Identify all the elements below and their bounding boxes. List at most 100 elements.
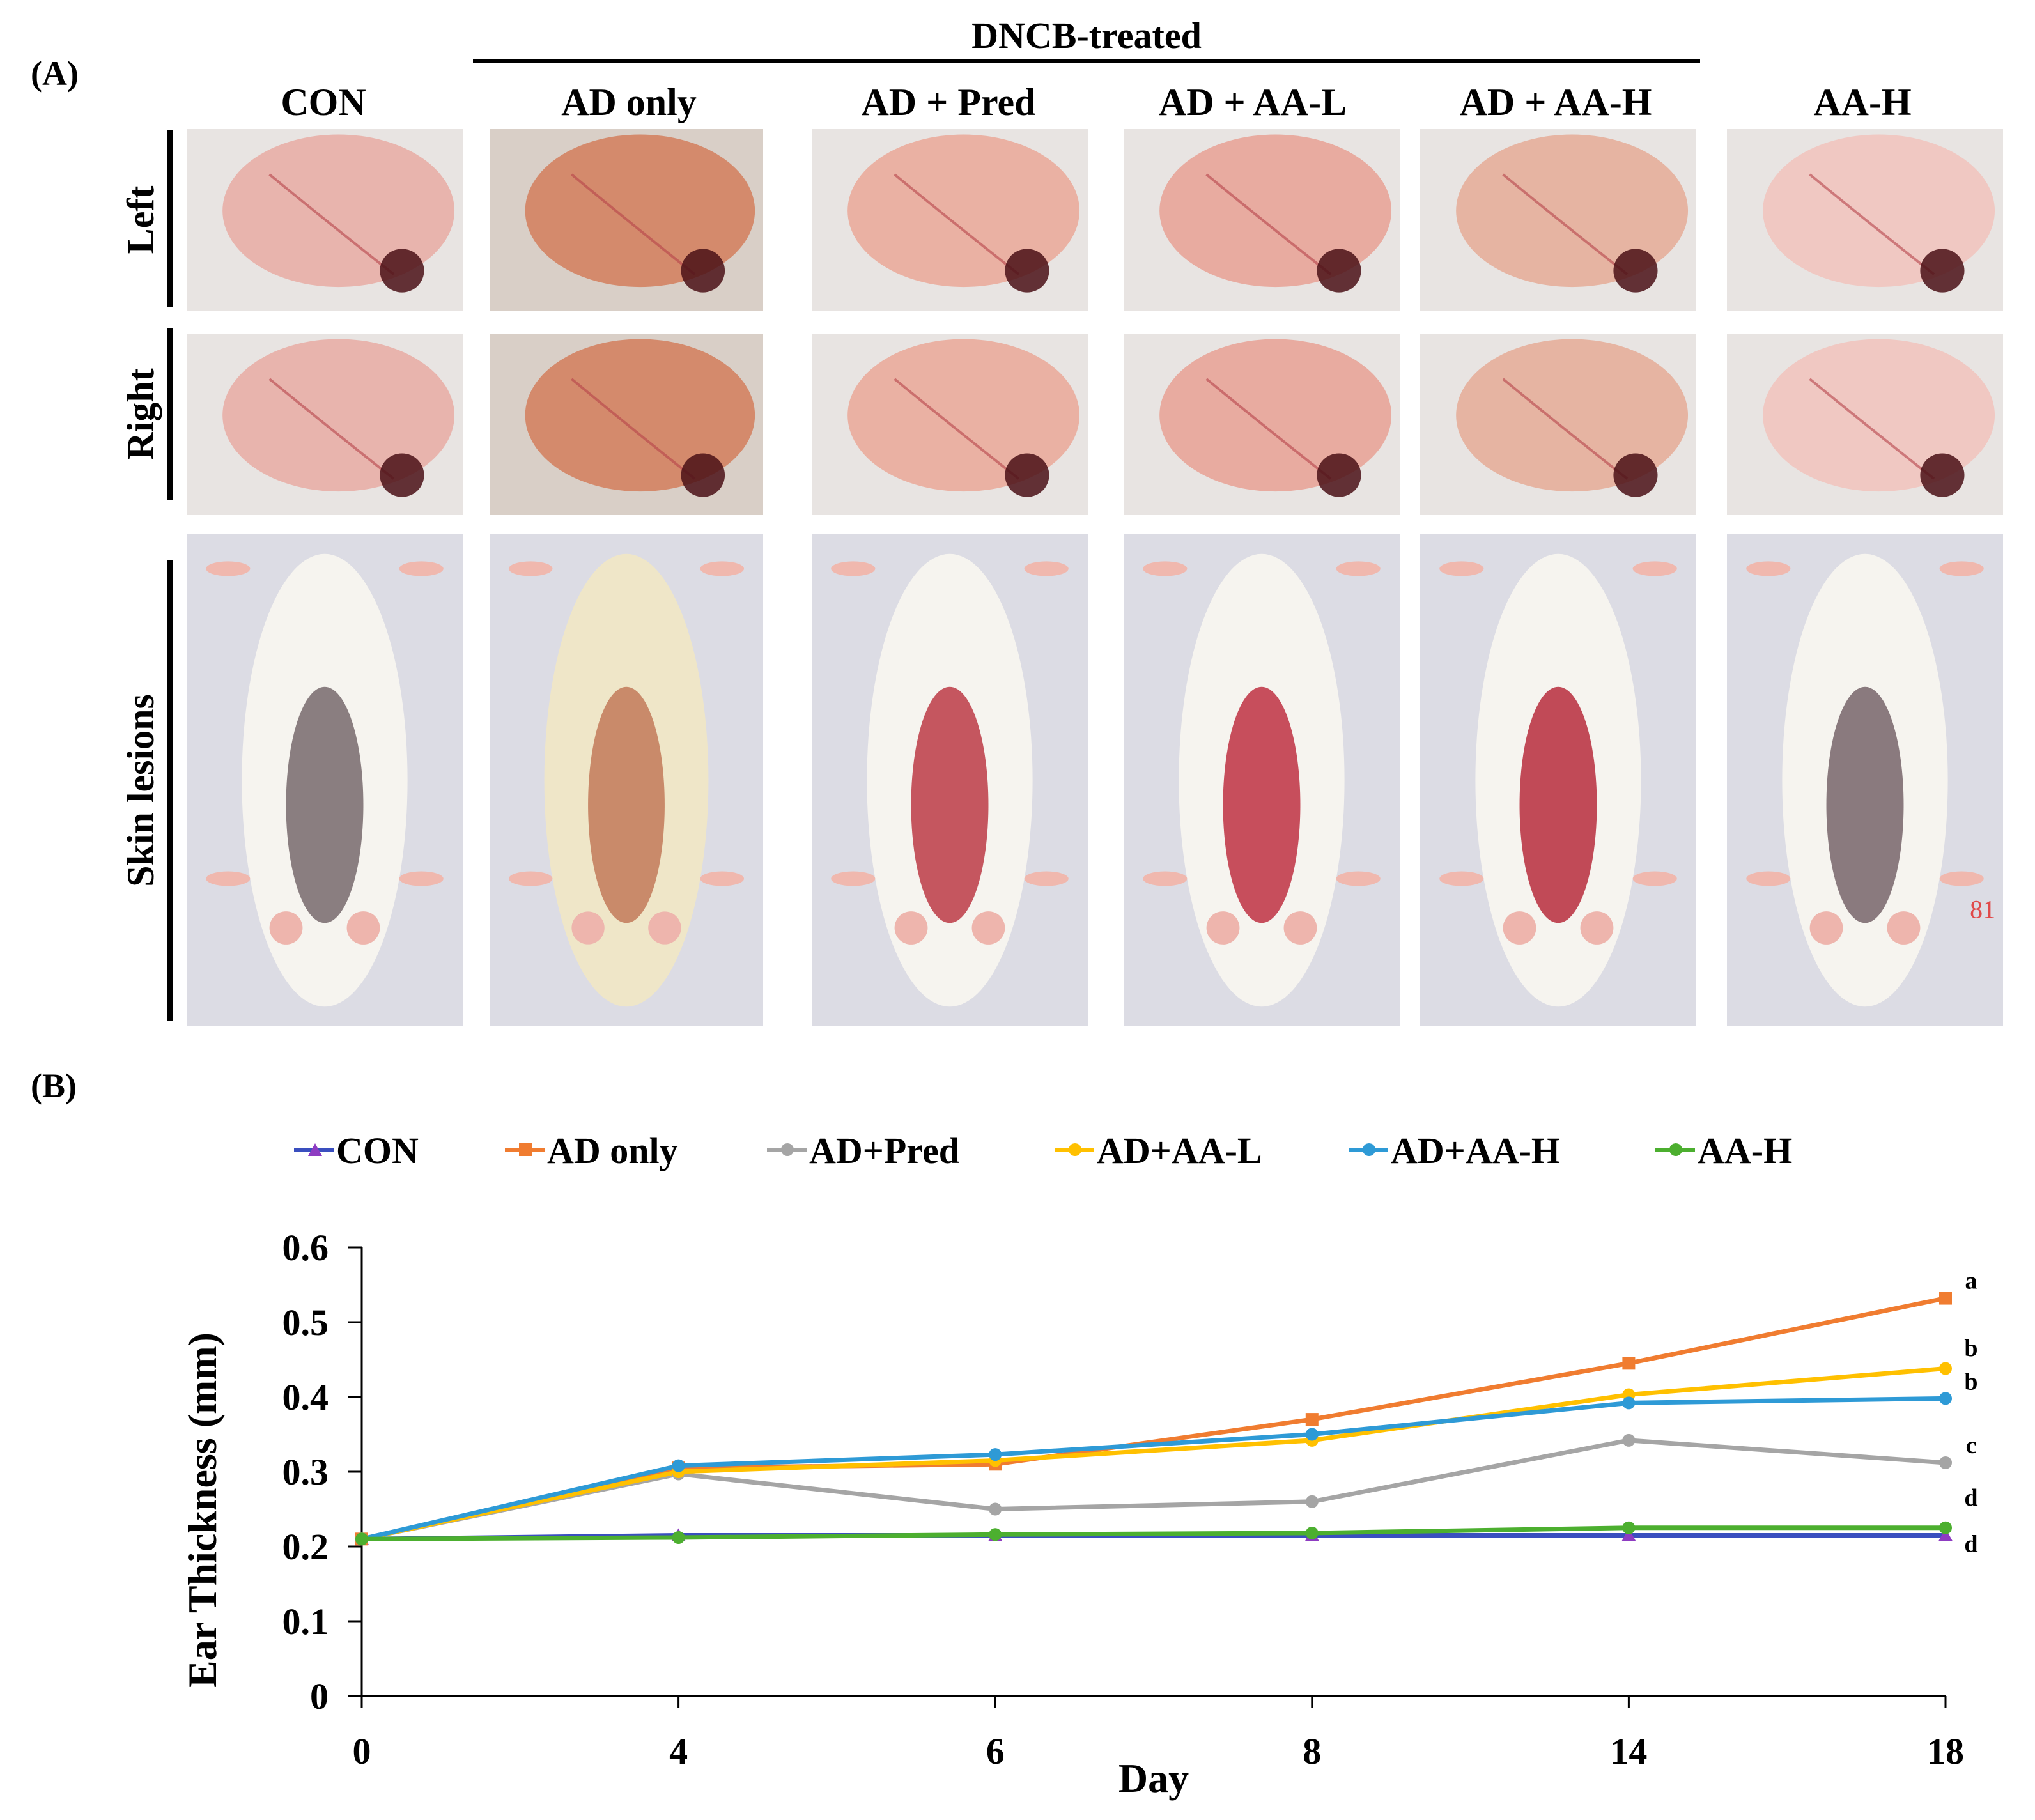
panel-b-label: (B) (31, 1067, 77, 1105)
data-point (989, 1528, 1002, 1541)
x-tick-label: 8 (1303, 1731, 1321, 1772)
y-tick-label: 0.2 (282, 1526, 329, 1568)
data-point (1305, 1428, 1319, 1441)
row-bar-right (167, 328, 173, 500)
photo-ink-mark: 81 (1970, 895, 1995, 924)
y-tick-label: 0.4 (282, 1377, 329, 1418)
data-point (1622, 1357, 1636, 1370)
data-point (1939, 1392, 1952, 1405)
legend-item: CON (294, 1125, 419, 1176)
legend-item: AD+AA-H (1349, 1125, 1560, 1176)
x-tick-label: 4 (669, 1731, 688, 1772)
significance-label: d (1964, 1531, 1977, 1557)
right-ear-photo-ad-aa-h (1420, 334, 1696, 515)
legend-label: AD+Pred (809, 1129, 959, 1171)
legend-swatch (767, 1143, 807, 1156)
legend-swatch (294, 1143, 334, 1156)
series-line (361, 1525, 1946, 1541)
data-point (672, 1531, 685, 1544)
data-point (1305, 1526, 1319, 1539)
column-label-ad-aa-l: AD + AA-L (1158, 81, 1347, 123)
legend-marker-icon (1363, 1143, 1375, 1156)
data-point (1939, 1456, 1952, 1469)
right-ear-photo-con (187, 334, 463, 515)
ear-thickness-chart: 0 0.1 0.2 0.3 0.4 0.5 0.6 0 4 6 8 14 18 Day Ear Thickn… (180, 1227, 1978, 1801)
skin-lesion-photo-ad-aa-h (1420, 534, 1696, 1026)
right-ear-photo-ad-aa-l (1124, 334, 1400, 515)
y-tick-label: 0.6 (282, 1227, 329, 1269)
left-ear-photo-ad-aa-h (1420, 129, 1696, 311)
legend-item: AA-H (1655, 1125, 1792, 1176)
skin-lesion-photo-ad-aa-l (1124, 534, 1400, 1026)
column-label-aa-h: AA-H (1813, 81, 1912, 123)
x-tick-label: 14 (1610, 1731, 1647, 1772)
x-axis-title: Day (1118, 1755, 1189, 1801)
left-ear-photo-con (187, 129, 463, 311)
data-point (672, 1459, 685, 1472)
y-tick-label: 0.1 (282, 1601, 329, 1642)
legend-item: AD+AA-L (1055, 1125, 1262, 1176)
significance-label: d (1964, 1485, 1977, 1511)
row-bar-left (167, 130, 173, 307)
column-label-ad-aa-h: AD + AA-H (1459, 81, 1652, 123)
data-point (1622, 1521, 1636, 1534)
significance-label: b (1964, 1335, 1977, 1362)
skin-lesion-photo-ad-only (490, 534, 763, 1026)
row-bar-skin (167, 560, 173, 1021)
legend-item: AD+Pred (767, 1125, 959, 1176)
row-label-left: Left (120, 185, 162, 254)
data-point (1622, 1396, 1636, 1410)
data-point (1621, 1528, 1636, 1541)
chart-legend: CON AD only AD+Pred AD+AA-L AD+AA-H AA-H (294, 1125, 1956, 1176)
panel-a-label: (A) (31, 54, 79, 93)
significance-label: c (1966, 1432, 1977, 1459)
data-point (1939, 1521, 1952, 1534)
left-ear-photo-ad-only (490, 129, 763, 311)
data-point (989, 1448, 1002, 1461)
row-label-skin-lesions: Skin lesions (120, 694, 162, 887)
row-label-right: Right (120, 368, 162, 460)
group-bracket (473, 59, 1700, 63)
right-ear-photo-ad-pred (812, 334, 1088, 515)
legend-swatch (505, 1143, 545, 1156)
legend-swatch (1655, 1143, 1695, 1156)
y-tick-label: 0.3 (282, 1451, 329, 1493)
data-point (355, 1532, 368, 1546)
legend-label: AD+AA-H (1391, 1129, 1561, 1171)
left-ear-photo-ad-aa-l (1124, 129, 1400, 311)
legend-label: AD only (547, 1129, 678, 1171)
legend-marker-icon (781, 1143, 794, 1156)
significance-label: a (1965, 1268, 1977, 1295)
legend-marker-icon (519, 1143, 532, 1156)
legend-label: AD+AA-L (1097, 1129, 1262, 1171)
series-line (361, 1366, 1946, 1541)
legend-marker-icon (1069, 1143, 1081, 1156)
legend-item: AD only (505, 1125, 678, 1176)
y-axis-title: Ear Thickness (mm) (180, 1332, 225, 1688)
data-point (1305, 1413, 1319, 1426)
column-label-con: CON (281, 81, 366, 123)
legend-label: CON (336, 1129, 419, 1171)
legend-marker-icon (1669, 1143, 1682, 1156)
x-tick-label: 18 (1927, 1731, 1964, 1772)
y-tick-label: 0.5 (282, 1302, 329, 1343)
skin-lesion-photo-ad-pred (812, 534, 1088, 1026)
x-tick-label: 6 (986, 1731, 1005, 1772)
series-line (361, 1296, 1946, 1541)
x-tick-label: 0 (353, 1731, 371, 1772)
data-point (1622, 1433, 1636, 1447)
right-ear-photo-aa-h (1727, 334, 2003, 515)
y-tick-label: 0 (310, 1676, 329, 1717)
right-ear-photo-ad-only (490, 334, 763, 515)
data-point (989, 1502, 1002, 1516)
legend-marker-icon (308, 1143, 322, 1156)
data-point (1938, 1528, 1953, 1541)
legend-swatch (1055, 1143, 1094, 1156)
column-label-ad-only: AD only (561, 81, 697, 123)
series-line (361, 1396, 1946, 1541)
data-point (1305, 1495, 1319, 1508)
skin-lesion-photo-aa-h: 81 (1727, 534, 2003, 1026)
left-ear-photo-aa-h (1727, 129, 2003, 311)
legend-label: AA-H (1698, 1129, 1793, 1171)
